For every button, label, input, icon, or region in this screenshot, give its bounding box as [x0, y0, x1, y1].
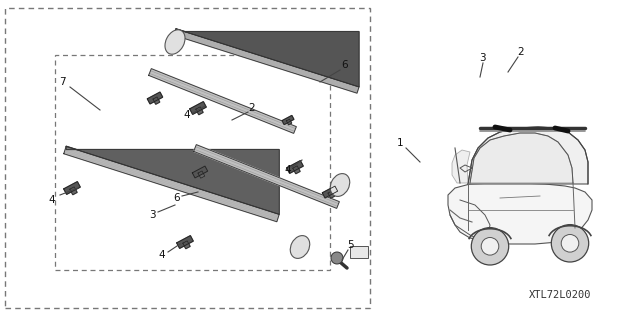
Polygon shape	[287, 119, 292, 125]
Text: 2: 2	[518, 47, 524, 57]
Polygon shape	[147, 92, 163, 104]
Text: 1: 1	[397, 138, 403, 148]
Text: 3: 3	[479, 53, 485, 63]
Ellipse shape	[165, 30, 185, 54]
Polygon shape	[176, 29, 359, 87]
Polygon shape	[198, 171, 205, 178]
Polygon shape	[189, 102, 206, 114]
Polygon shape	[174, 29, 359, 93]
Ellipse shape	[330, 174, 349, 197]
Text: XTL72L0200: XTL72L0200	[529, 290, 591, 300]
Text: 4: 4	[184, 110, 190, 120]
Bar	[5, 8, 370, 308]
Polygon shape	[323, 186, 338, 198]
Polygon shape	[328, 191, 335, 198]
Polygon shape	[70, 187, 77, 195]
Text: 7: 7	[59, 77, 65, 87]
Polygon shape	[177, 236, 193, 248]
Bar	[350, 246, 368, 258]
Text: 4: 4	[49, 195, 55, 205]
Polygon shape	[148, 69, 296, 133]
Circle shape	[551, 225, 589, 262]
Polygon shape	[64, 182, 80, 194]
Polygon shape	[193, 166, 207, 178]
Polygon shape	[468, 127, 588, 184]
Text: 4: 4	[159, 250, 165, 260]
Polygon shape	[66, 146, 279, 214]
Polygon shape	[452, 150, 470, 183]
Text: 4: 4	[285, 165, 291, 175]
Ellipse shape	[291, 236, 310, 258]
Text: 6: 6	[173, 193, 180, 203]
Polygon shape	[194, 145, 339, 208]
Polygon shape	[282, 115, 294, 124]
Polygon shape	[196, 107, 203, 115]
Text: 2: 2	[249, 103, 255, 113]
Bar	[55, 55, 330, 270]
Polygon shape	[287, 161, 303, 173]
Polygon shape	[470, 133, 573, 183]
Polygon shape	[448, 183, 592, 244]
Circle shape	[471, 227, 509, 265]
Text: 3: 3	[148, 210, 156, 220]
Polygon shape	[293, 166, 300, 174]
Circle shape	[561, 234, 579, 252]
Polygon shape	[183, 241, 190, 249]
Text: 6: 6	[342, 60, 348, 70]
Text: 5: 5	[347, 240, 353, 250]
Circle shape	[481, 238, 499, 255]
Circle shape	[331, 252, 343, 264]
Polygon shape	[64, 146, 279, 222]
Polygon shape	[153, 97, 160, 104]
